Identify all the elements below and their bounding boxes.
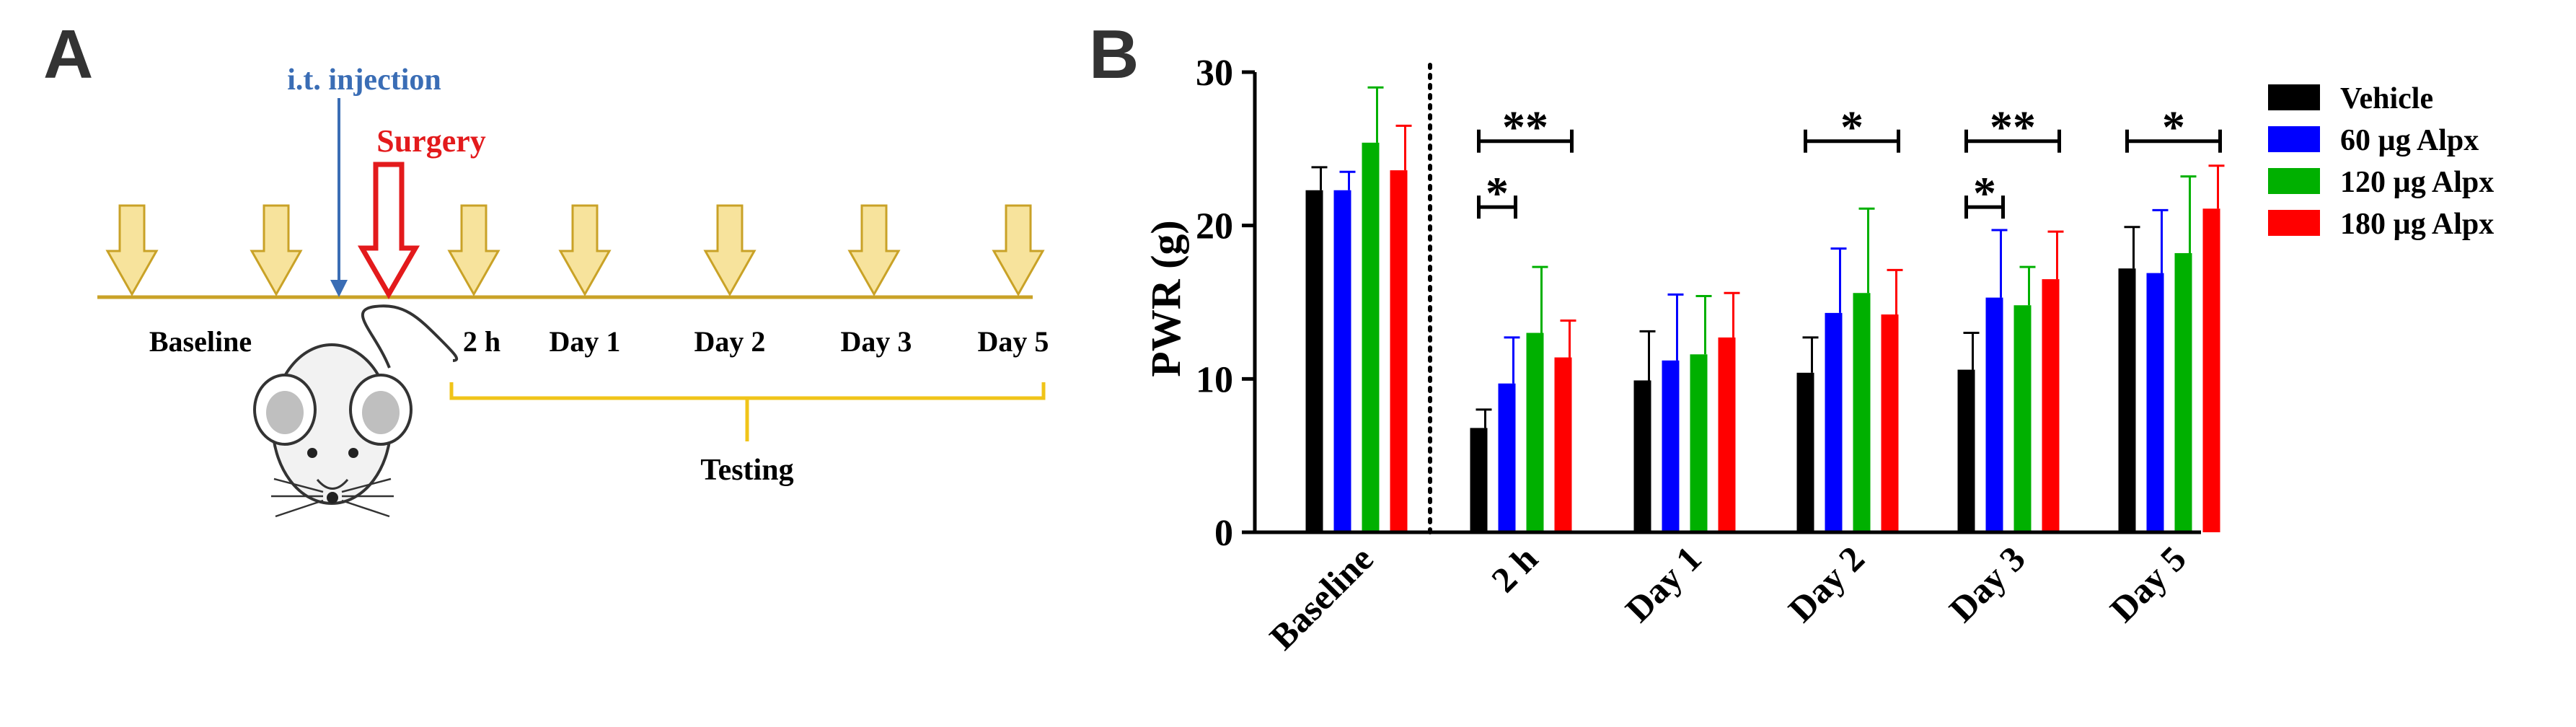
test-arrow-icon bbox=[105, 204, 159, 297]
timepoint-2h: 2 h bbox=[463, 325, 500, 358]
x-tick-label: Day 2 bbox=[1781, 538, 1872, 630]
legend-swatch bbox=[2268, 84, 2320, 110]
bar bbox=[2146, 273, 2164, 532]
bar bbox=[1825, 312, 1843, 532]
timepoint-day5: Day 5 bbox=[978, 325, 1049, 358]
bar bbox=[1362, 142, 1380, 532]
significance-label: * bbox=[1840, 102, 1863, 153]
bar bbox=[1390, 170, 1408, 532]
x-tick-label: 2 h bbox=[1483, 538, 1545, 600]
x-axis: Baseline 2 h Day 1 Day 2 Day 3 Day 5 bbox=[1255, 530, 2201, 657]
x-tick-label: Day 1 bbox=[1618, 538, 1709, 630]
legend-label: 180 µg Alpx bbox=[2340, 208, 2494, 241]
bar bbox=[1796, 372, 1814, 532]
bar bbox=[1662, 360, 1680, 532]
y-tick-label: 30 bbox=[1196, 53, 1233, 94]
significance-brackets: **** **** bbox=[1477, 102, 2222, 219]
surgery-label: Surgery bbox=[376, 123, 486, 159]
significance-label: ** bbox=[1502, 102, 1548, 153]
x-tick-label: Day 3 bbox=[1941, 538, 2033, 630]
timepoint-baseline: Baseline bbox=[149, 325, 252, 358]
legend-label: Vehicle bbox=[2340, 82, 2433, 115]
timepoint-day3: Day 3 bbox=[841, 325, 912, 358]
legend-swatch bbox=[2268, 210, 2320, 236]
bar bbox=[1526, 332, 1544, 532]
significance-label: ** bbox=[1990, 102, 2036, 153]
legend-swatch bbox=[2268, 126, 2320, 152]
bar bbox=[2202, 208, 2220, 532]
timepoint-day1: Day 1 bbox=[550, 325, 621, 358]
bar bbox=[1470, 428, 1488, 532]
significance-label: * bbox=[1973, 167, 1996, 219]
surgery-arrow-icon bbox=[357, 162, 420, 299]
bar bbox=[1305, 190, 1323, 532]
injection-arrow-head bbox=[330, 280, 348, 297]
testing-label: Testing bbox=[700, 454, 793, 487]
panel-b-letter: B bbox=[1089, 16, 1139, 93]
significance-label: * bbox=[2162, 102, 2185, 153]
y-tick-label: 10 bbox=[1196, 359, 1233, 400]
bar bbox=[1853, 293, 1871, 532]
test-arrows bbox=[105, 204, 1045, 297]
test-arrow-icon bbox=[558, 204, 612, 297]
test-arrow-icon bbox=[992, 204, 1045, 297]
x-tick-label: Baseline bbox=[1261, 538, 1380, 657]
y-tick-label: 0 bbox=[1214, 513, 1233, 554]
legend-swatch bbox=[2268, 168, 2320, 194]
bar bbox=[1718, 337, 1736, 532]
bar bbox=[2174, 252, 2192, 532]
test-arrow-icon bbox=[250, 204, 303, 297]
injection-label: i.t. injection bbox=[287, 63, 441, 97]
mouse-icon bbox=[253, 304, 459, 518]
bar bbox=[1633, 380, 1651, 532]
bar bbox=[1498, 383, 1516, 532]
panel-a-letter: A bbox=[43, 16, 93, 93]
panel-b-chart: B PWR (g) 0 10 20 30 Baseline 2 h Day 1 Day 2 D… bbox=[1089, 16, 2494, 657]
x-tick-label: Day 5 bbox=[2102, 538, 2194, 630]
bar bbox=[1690, 354, 1708, 532]
panel-a-timeline: A i.t. injection Surgery Baseline bbox=[43, 16, 1049, 518]
bar bbox=[1333, 190, 1351, 532]
test-arrow-icon bbox=[847, 204, 901, 297]
bar bbox=[1985, 297, 2003, 532]
y-axis-title: PWR (g) bbox=[1142, 220, 1189, 376]
legend: Vehicle 60 µg Alpx 120 µg Alpx 180 µg Alpx bbox=[2268, 82, 2494, 241]
significance-label: * bbox=[1486, 167, 1509, 219]
y-axis: 0 10 20 30 bbox=[1196, 53, 1257, 554]
bar bbox=[2118, 268, 2136, 532]
bars bbox=[1305, 86, 2225, 532]
y-tick-label: 20 bbox=[1196, 206, 1233, 247]
bar bbox=[1554, 357, 1572, 532]
bar bbox=[2042, 279, 2060, 532]
testing-bracket bbox=[449, 382, 1046, 400]
test-arrow-icon bbox=[703, 204, 757, 297]
bar bbox=[1881, 314, 1899, 532]
bar bbox=[1957, 369, 1975, 532]
bar bbox=[2013, 305, 2032, 532]
timepoint-day2: Day 2 bbox=[694, 325, 766, 358]
legend-label: 120 µg Alpx bbox=[2340, 166, 2494, 199]
legend-label: 60 µg Alpx bbox=[2340, 124, 2479, 157]
test-arrow-icon bbox=[447, 204, 500, 297]
